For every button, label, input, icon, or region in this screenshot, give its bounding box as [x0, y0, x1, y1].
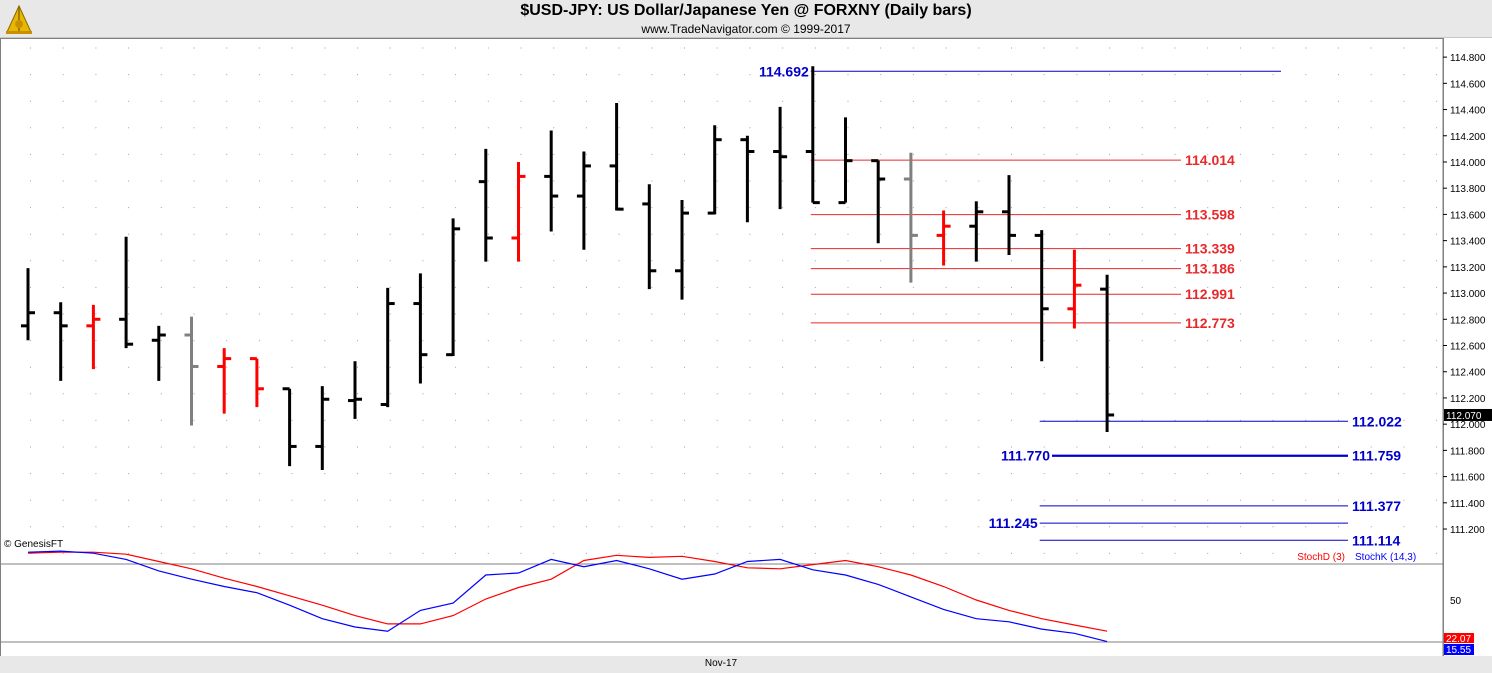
level-lines [810, 70, 1348, 541]
ohlc-bar [1067, 249, 1082, 329]
price-tick-label: 113.800 [1450, 184, 1486, 195]
last-price-label: 112.070 [1446, 411, 1482, 422]
ohlc-bar [511, 161, 526, 262]
price-bars [21, 66, 1115, 471]
price-axis: 114.800 114.600 114.400 114.200 114.000 113.8… [1443, 53, 1492, 536]
price-tick-label: 112.000 [1450, 420, 1486, 431]
price-tick-label: 111.200 [1450, 525, 1485, 536]
price-tick-label: 112.800 [1450, 315, 1486, 326]
level-label: 113.598 [1185, 207, 1235, 223]
stoch-k-last-label: 15.55 [1446, 645, 1471, 656]
ohlc-bar [805, 66, 820, 205]
ohlc-bar [609, 102, 624, 211]
price-tick-label: 112.600 [1450, 342, 1486, 353]
ohlc-bar [969, 201, 984, 262]
ohlc-bar [871, 159, 886, 244]
price-tick-label: 113.000 [1450, 289, 1486, 300]
stoch-k-last-marker [1444, 644, 1474, 655]
ohlc-bar [446, 218, 461, 357]
level-label: 112.991 [1185, 286, 1235, 302]
level-label: 111.114 [1352, 532, 1401, 548]
ohlc-bar [478, 148, 493, 262]
legend-stochk: StochK (14,3) [1355, 552, 1416, 563]
chart-subtitle: www.TradeNavigator.com © 1999-2017 [641, 22, 851, 36]
ohlc-bar [675, 199, 689, 300]
x-axis-label: Nov-17 [705, 658, 738, 669]
ohlc-bar [1034, 230, 1049, 362]
stoch-d-last-label: 22.07 [1446, 634, 1471, 645]
ohlc-bar [217, 348, 232, 414]
ohlc-bar [249, 357, 264, 408]
ohlc-bar [903, 152, 918, 283]
stoch-d-line [27, 551, 1108, 632]
ohlc-bar [86, 304, 101, 370]
level-label: 113.339 [1185, 241, 1235, 257]
ohlc-bar [1100, 274, 1115, 433]
ohlc-bar [838, 117, 853, 205]
ohlc-bar [936, 210, 951, 266]
price-tick-label: 114.200 [1450, 132, 1486, 143]
x-axis-band [0, 656, 1492, 673]
level-labels: 114.692 114.014 113.598 113.339 113.186 112.9… [759, 63, 1402, 548]
stoch-k-line [27, 550, 1108, 643]
last-price-marker [1444, 408, 1492, 421]
level-label: 111.377 [1352, 498, 1401, 514]
price-tick-label: 112.400 [1450, 368, 1486, 379]
ohlc-bar [413, 273, 428, 384]
ohlc-bar [151, 325, 166, 381]
level-label: 112.022 [1352, 413, 1402, 429]
ohlc-bar [773, 106, 788, 210]
price-tick-label: 114.000 [1450, 158, 1486, 169]
ohlc-bar [315, 386, 330, 471]
level-label: 112.773 [1185, 315, 1235, 331]
ohlc-bar [119, 236, 134, 349]
level-label: 113.186 [1185, 261, 1235, 277]
ohlc-bar [380, 287, 395, 408]
level-label: 111.245 [989, 515, 1038, 531]
price-tick-label: 113.600 [1450, 210, 1486, 221]
price-tick-label: 111.600 [1450, 473, 1485, 484]
copyright-label: © GenesisFT [4, 539, 63, 550]
plot-frame [0, 38, 1492, 673]
stoch-d-last-marker [1444, 633, 1474, 643]
grid-dot-pattern [30, 47, 1438, 554]
level-label: 114.014 [1185, 152, 1235, 168]
price-tick-label: 113.200 [1450, 263, 1486, 274]
ohlc-bar [642, 184, 657, 290]
price-tick-label: 114.400 [1450, 106, 1486, 117]
ohlc-bar [544, 130, 559, 232]
level-label: 114.692 [759, 63, 809, 79]
right-axis-band [1443, 38, 1492, 656]
ohlc-bar [1002, 175, 1016, 256]
level-label-left: 111.770 [1001, 448, 1050, 464]
ohlc-bar [348, 361, 362, 419]
ohlc-bar [282, 387, 297, 467]
chart-header [0, 0, 1492, 38]
grid-dots [30, 47, 1438, 554]
price-tick-label: 111.800 [1450, 446, 1485, 457]
price-tick-label: 111.400 [1450, 499, 1485, 510]
ohlc-bar [707, 125, 722, 215]
price-tick-label: 113.400 [1450, 237, 1486, 248]
ohlc-bar [184, 316, 199, 426]
level-label: 111.759 [1352, 448, 1401, 464]
price-tick-label: 114.800 [1450, 53, 1486, 64]
ohlc-bar [740, 135, 755, 223]
ohlc-bar [21, 268, 35, 341]
ohlc-bar [53, 302, 68, 381]
price-tick-label: 114.600 [1450, 79, 1486, 90]
price-tick-label: 112.200 [1450, 394, 1486, 405]
ohlc-bar [576, 151, 591, 250]
genesis-logo-icon [6, 4, 32, 34]
legend-stochd: StochD (3) [1297, 552, 1345, 563]
stoch-tick-label: 50 [1450, 596, 1462, 607]
chart-title: $USD-JPY: US Dollar/Japanese Yen @ FORXN… [520, 2, 972, 19]
